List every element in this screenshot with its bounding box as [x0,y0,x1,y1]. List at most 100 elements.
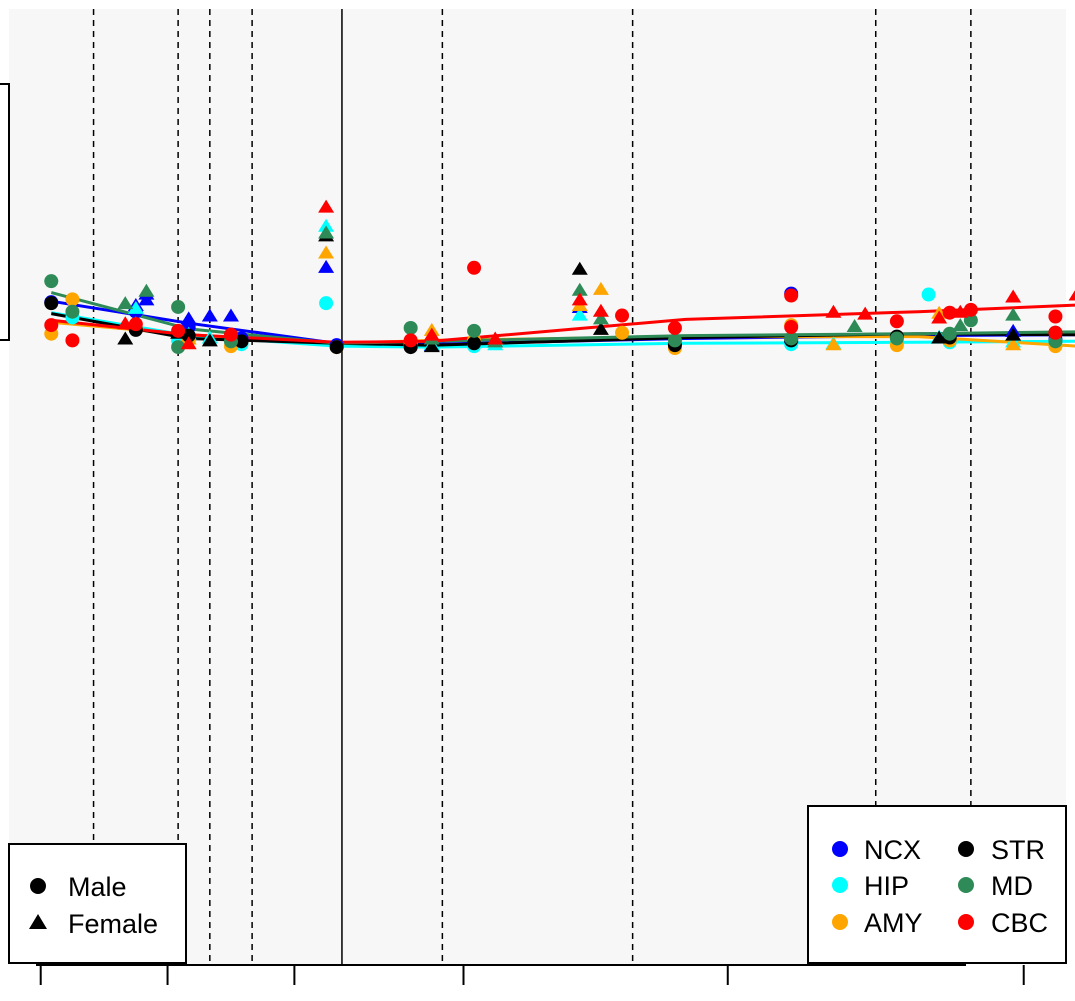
legend-str-marker [958,841,974,857]
point-hip-female-3 [318,218,335,232]
point-md-male-9 [889,331,904,346]
point-md-male-8 [784,331,799,346]
shape-legend-box [8,843,187,964]
x-axis [36,964,1025,985]
point-md-male-6 [467,323,482,338]
point-cbc-female-1 [180,336,197,350]
point-str-male-3 [234,334,249,349]
point-cbc-male-7 [615,308,630,323]
point-cbc-female-11 [1005,289,1022,303]
point-ncx-female-3 [180,311,197,325]
point-cbc-male-4 [223,327,238,342]
legend-male-label: Male [68,872,127,902]
legend-md-marker [958,877,974,893]
point-amy-male-1 [65,292,80,307]
legend-cbc-label: CBC [991,908,1048,938]
point-cbc-female-7 [825,304,842,318]
legend-amy-marker [832,914,848,930]
point-cbc-male-14 [1048,325,1063,340]
region-legend: NCX HIP AMY STR MD CBC [807,805,1067,964]
point-cbc-female-9 [931,310,948,324]
point-ncx-female-6 [318,259,335,273]
point-md-male-1 [65,304,80,319]
point-md-female-6 [592,311,609,325]
point-str-female-0 [117,331,134,345]
legend-female-label: Female [68,909,158,939]
point-ncx-female-5 [222,308,239,322]
point-str-female-6 [592,321,609,335]
point-str-male-4 [329,340,344,355]
legend-hip-label: HIP [864,871,909,901]
point-amy-female-8 [1005,337,1022,351]
point-cbc-male-11 [889,314,904,329]
legend-cbc-marker [958,914,974,930]
point-cbc-female-3 [423,327,440,341]
point-md-male-0 [44,274,59,289]
point-amy-female-2 [318,245,335,259]
legend-ncx-marker [832,841,848,857]
point-cbc-male-2 [128,317,143,332]
point-str-female-2 [201,333,218,347]
point-cbc-female-0 [117,316,134,330]
reference-lines [92,9,972,964]
point-md-female-1 [138,283,155,297]
point-md-male-5 [403,320,418,335]
point-cbc-male-6 [467,260,482,275]
point-amy-female-6 [825,337,842,351]
point-cbc-female-2 [318,199,335,213]
point-amy-female-5 [592,281,609,295]
point-str-female-4 [423,339,440,353]
left-bracket [0,83,10,341]
legend-ncx-label: NCX [864,835,921,865]
legend-str-label: STR [991,835,1045,865]
legend-hip-marker [832,877,848,893]
point-md-male-7 [667,333,682,348]
point-md-female-7 [846,319,863,333]
point-cbc-male-0 [44,318,59,333]
point-hip-female-6 [571,307,588,321]
point-md-male-3 [171,299,186,314]
point-cbc-male-10 [784,288,799,303]
point-cbc-female-5 [571,292,588,306]
point-md-female-9 [1005,307,1022,321]
point-md-female-8 [952,318,969,332]
point-str-female-8 [1005,327,1022,341]
point-md-female-0 [117,296,134,310]
point-str-male-2 [181,328,196,343]
point-ncx-female-2 [138,292,155,306]
point-cbc-female-6 [592,303,609,317]
point-cbc-male-9 [784,320,799,335]
point-amy-male-7 [615,325,630,340]
point-hip-male-3 [319,296,334,311]
point-md-female-2 [318,225,335,239]
legend-amy-label: AMY [864,908,923,938]
legend-md-label: MD [991,871,1033,901]
point-cbc-male-8 [667,320,682,335]
point-cbc-male-12 [942,305,957,320]
point-md-female-5 [571,282,588,296]
region-legend-box [807,805,1067,964]
point-str-female-7 [931,330,948,344]
point-cbc-female-4 [487,331,504,345]
point-str-female-5 [571,261,588,275]
legend-female-marker [29,914,47,929]
legend-male-marker [30,878,46,894]
point-str-male-0 [44,296,59,311]
point-cbc-female-12 [1068,290,1075,301]
point-md-male-2 [171,340,186,355]
point-hip-male-8 [921,287,936,302]
plot-background [9,9,1066,964]
point-cbc-male-5 [403,333,418,348]
point-cbc-female-10 [952,304,969,318]
data-points [44,199,1075,356]
point-ncx-female-4 [201,308,218,322]
point-cbc-female-8 [857,306,874,320]
point-cbc-male-15 [1048,309,1063,324]
point-cbc-male-13 [963,302,978,317]
point-hip-female-0 [127,300,144,314]
point-str-male-6 [467,336,482,351]
point-cbc-male-1 [65,333,80,348]
shape-legend: Male Female [8,843,187,964]
point-cbc-male-3 [171,323,186,338]
